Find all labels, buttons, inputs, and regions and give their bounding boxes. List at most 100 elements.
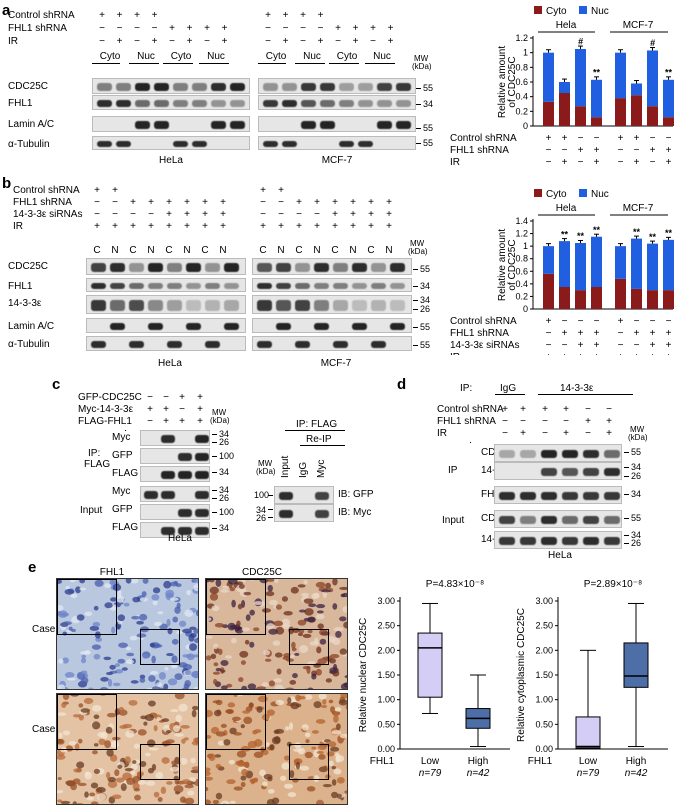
x-row-sign: − [650, 133, 656, 144]
y-tick-label: 1.2 [515, 33, 528, 43]
c-reip-lane: Input [280, 455, 291, 478]
a-sign: − [265, 36, 271, 47]
mw-value: 26 [631, 538, 642, 548]
protein-band [541, 468, 557, 476]
d-sign: + [585, 416, 591, 427]
a-cell-label: HeLa [159, 155, 183, 166]
d-mw-title: MW [630, 425, 645, 434]
b-blot-strip [86, 258, 246, 275]
mw-tick [624, 494, 629, 495]
x-row-sign: + [594, 145, 600, 156]
mw-tick [212, 498, 217, 499]
x-row-sign: − [546, 328, 552, 339]
c-sign: − [147, 392, 153, 403]
b-blot-strip [86, 295, 246, 314]
protein-band [167, 283, 182, 289]
c-reip-mw: MW [258, 459, 273, 468]
protein-band [224, 300, 239, 311]
mw-tick [212, 442, 217, 443]
a-sign: + [352, 23, 359, 34]
c-reip-blot [274, 486, 334, 504]
b-cell-label: HeLa [158, 358, 182, 369]
b-blot-strip [86, 318, 246, 333]
y-tick-label: 0 [523, 304, 528, 314]
legend-label-nuc: Nuc [591, 6, 609, 17]
x-row-sign: − [546, 145, 552, 156]
protein-band [129, 283, 144, 289]
b-sign: + [296, 197, 302, 208]
c-sign: − [179, 404, 185, 415]
c-ip-label: FLAG [84, 459, 111, 470]
c-reip-mw-val: 100 [254, 490, 270, 500]
n-label: n=79 [419, 768, 442, 779]
x-axis-label: FHL1 [370, 756, 395, 767]
protein-band [339, 100, 354, 107]
protein-band [173, 100, 188, 107]
protein-band [110, 300, 125, 311]
bar-cyto [631, 288, 642, 309]
a-sign: − [300, 36, 306, 47]
significance-mark: ** [665, 67, 673, 77]
x-row-sign: + [618, 316, 624, 327]
d-sign: + [563, 428, 569, 439]
mw-value: 55 [420, 340, 431, 350]
roi-box [139, 744, 180, 781]
protein-band [148, 263, 163, 272]
inset-box [57, 579, 118, 635]
protein-band [541, 450, 557, 458]
y-axis-label: Relative nuclear CDC25C [358, 618, 369, 733]
d-target-label: 14-3-3ε [560, 383, 594, 394]
mw-value: 100 [219, 451, 235, 461]
b-sign: + [386, 221, 392, 232]
y-tick-label: 1.50 [535, 670, 553, 680]
protein-band [148, 323, 163, 330]
c-reip-mw-val: 26 [256, 513, 267, 523]
a-sign: − [99, 36, 105, 47]
x-row-sign: + [666, 352, 672, 355]
b-sign: − [260, 197, 266, 208]
a-sign: + [370, 23, 376, 34]
bar-nuc [575, 243, 586, 291]
x-row-sign: + [650, 340, 656, 351]
mw-value: 55 [631, 447, 642, 457]
protein-band [97, 83, 112, 91]
roi-box [139, 629, 180, 666]
protein-band [314, 300, 329, 311]
a-sign: − [317, 23, 324, 34]
significance-mark: # [578, 37, 583, 47]
b-blot-strip [252, 318, 412, 333]
b-sign: + [130, 221, 136, 232]
y-axis-label: Relative cytoplasmic CDC25C [516, 608, 527, 742]
protein-band [520, 492, 536, 500]
protein-band [315, 492, 329, 500]
b-row-label: IR [13, 221, 23, 232]
b-sign: + [166, 197, 172, 208]
x-row-sign: + [618, 133, 624, 144]
mw-value: 26 [219, 493, 230, 503]
protein-band [583, 492, 599, 500]
x-row-sign: + [666, 340, 672, 351]
b-sign: + [368, 221, 374, 232]
d-blot-strip [494, 486, 622, 504]
b-sign: − [112, 197, 118, 208]
protein-band [541, 492, 557, 500]
c-blot-strip [140, 522, 210, 538]
b-fraction-label: C [295, 245, 303, 256]
y-axis-label: Relative amount [497, 46, 508, 118]
protein-band [396, 83, 411, 91]
b-sign: + [220, 221, 226, 232]
protein-band [276, 323, 291, 330]
protein-band [205, 263, 220, 272]
roi-box [288, 629, 329, 666]
protein-band [173, 83, 188, 91]
bar-cyto [575, 290, 586, 309]
protein-band [583, 468, 599, 476]
c-sign: − [163, 392, 169, 403]
b-blot-label: FHL1 [8, 281, 33, 292]
d-input-label: Input [442, 515, 465, 526]
legend-swatch-cyto [534, 6, 542, 14]
protein-band [167, 300, 182, 311]
protein-band [129, 263, 144, 272]
protein-band [211, 121, 226, 129]
bar-nuc [647, 50, 658, 107]
